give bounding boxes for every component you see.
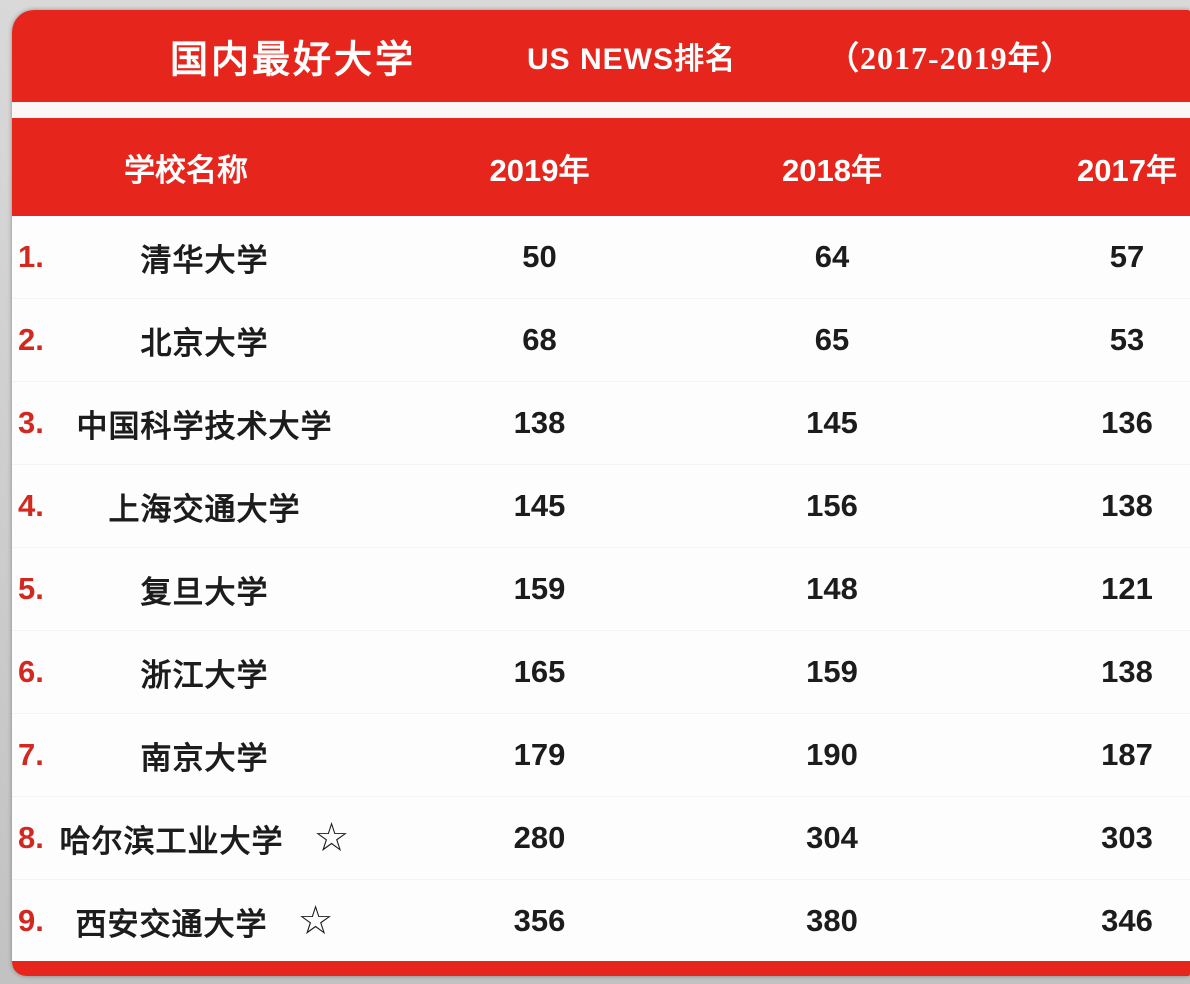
school-name-cell: 6. 浙江大学 — [12, 631, 397, 713]
row-value: 179 — [513, 737, 566, 772]
row-value: 121 — [1101, 571, 1153, 606]
row-value: 148 — [806, 571, 858, 606]
row-name: 清华大学 — [140, 242, 269, 278]
row-value: 356 — [513, 903, 566, 938]
table-row: 9. 西安交通大学 ☆ 356 380 346 — [12, 880, 1190, 963]
row-name: 浙江大学 — [140, 657, 269, 693]
row-name: 上海交通大学 — [108, 491, 301, 527]
row-rank: 1. — [18, 239, 44, 274]
row-value: 65 — [814, 322, 850, 357]
school-name-cell: 5. 复旦大学 — [12, 548, 397, 630]
row-name: 复旦大学 — [140, 574, 269, 610]
row-value: 156 — [806, 488, 858, 523]
school-name-cell: 8. 哈尔滨工业大学 ☆ — [12, 797, 397, 879]
title-divider — [12, 102, 1190, 118]
row-value: 50 — [522, 239, 557, 274]
row-value: 138 — [1101, 488, 1153, 523]
row-value: 57 — [1109, 239, 1145, 274]
row-value: 280 — [513, 820, 566, 855]
row-value: 159 — [806, 654, 858, 689]
star-icon: ☆ — [313, 816, 350, 860]
row-value: 303 — [1101, 820, 1153, 855]
row-value: 64 — [814, 239, 850, 274]
header-2017: 2017年 — [1077, 152, 1177, 188]
row-rank: 4. — [18, 488, 44, 523]
table-row: 3. 中国科学技术大学 138 145 136 — [12, 382, 1190, 465]
school-name-cell: 2. 北京大学 — [12, 299, 397, 381]
row-name: 北京大学 — [140, 325, 269, 361]
table-row: 5. 复旦大学 159 148 121 — [12, 548, 1190, 631]
table-body: 1. 清华大学 50 64 57 2. 北京大学 68 65 53 3. 中国科… — [12, 216, 1190, 963]
title-subtitle: US NEWS排名 — [527, 43, 737, 76]
table-row: 7. 南京大学 179 190 187 — [12, 714, 1190, 797]
school-name-cell: 7. 南京大学 — [12, 714, 397, 796]
row-value: 68 — [522, 322, 557, 357]
row-value: 138 — [513, 405, 566, 440]
row-rank: 7. — [18, 737, 44, 772]
table-header-row: 学校名称 2019年 2018年 2017年 — [12, 118, 1190, 216]
row-rank: 5. — [18, 571, 44, 606]
row-value: 159 — [513, 571, 566, 606]
page-title: 国内最好大学 — [170, 39, 417, 82]
header-2019: 2019年 — [489, 152, 590, 188]
row-rank: 3. — [18, 405, 44, 440]
star-icon: ☆ — [297, 899, 334, 943]
row-name: 中国科学技术大学 — [76, 408, 333, 444]
row-value: 145 — [513, 488, 566, 523]
school-name-cell: 3. 中国科学技术大学 — [12, 382, 397, 464]
header-2018: 2018年 — [782, 152, 882, 188]
row-value: 136 — [1101, 405, 1153, 440]
row-name: 南京大学 — [140, 740, 269, 776]
table-row: 2. 北京大学 68 65 53 — [12, 299, 1190, 382]
ranking-table-card: 国内最好大学 US NEWS排名 （2017-2019年） 学校名称 2019年… — [12, 10, 1190, 976]
row-value: 145 — [806, 405, 858, 440]
row-rank: 9. — [18, 903, 44, 938]
school-name-cell: 9. 西安交通大学 ☆ — [12, 880, 397, 962]
table-row: 8. 哈尔滨工业大学 ☆ 280 304 303 — [12, 797, 1190, 880]
table-row: 1. 清华大学 50 64 57 — [12, 216, 1190, 299]
title-bar: 国内最好大学 US NEWS排名 （2017-2019年） — [12, 10, 1190, 102]
row-name: 西安交通大学 — [75, 906, 268, 942]
school-name-cell: 1. 清华大学 — [12, 216, 397, 298]
row-value: 53 — [1109, 322, 1145, 357]
bottom-accent-bar — [12, 961, 1190, 976]
title-year-range: （2017-2019年） — [827, 40, 1074, 76]
row-value: 187 — [1101, 737, 1153, 772]
table-row: 6. 浙江大学 165 159 138 — [12, 631, 1190, 714]
table-row: 4. 上海交通大学 145 156 138 — [12, 465, 1190, 548]
row-value: 304 — [806, 820, 858, 855]
row-name: 哈尔滨工业大学 — [59, 823, 284, 859]
row-value: 190 — [806, 737, 858, 772]
row-value: 346 — [1101, 903, 1153, 938]
school-name-cell: 4. 上海交通大学 — [12, 465, 397, 547]
row-rank: 8. — [18, 820, 44, 855]
row-rank: 6. — [18, 654, 44, 689]
row-rank: 2. — [18, 322, 44, 357]
row-value: 138 — [1101, 654, 1153, 689]
header-school-name: 学校名称 — [124, 152, 248, 188]
row-value: 165 — [513, 654, 566, 689]
row-value: 380 — [806, 903, 858, 938]
